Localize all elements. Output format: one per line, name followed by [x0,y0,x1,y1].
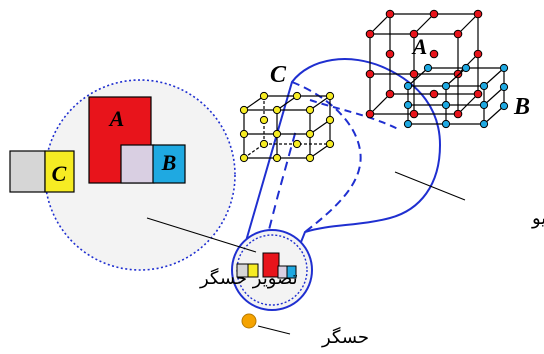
perspective-plane-back-edge [291,81,362,233]
sensor-dot [241,313,257,329]
magnify-connector-line [146,217,257,253]
small-block-c [247,263,259,278]
image-block-lavender [120,144,155,184]
perspective-plane-label: صفحه پرسپکتیو [531,208,544,229]
sensor-image-small [231,229,313,311]
object-b-lattice [407,67,505,125]
sensor-image-label: تصویر حسگر [199,267,298,289]
sensor-label: حسگر [321,326,369,348]
small-block-a [262,252,280,278]
object-c-lattice [243,95,331,159]
object-c-atoms [239,91,335,163]
image-label-a: A [108,106,125,131]
sensor-image-magnified: A B C [9,79,236,271]
image-block-c [44,150,75,193]
perspective-plane [243,58,442,291]
image-block-b [152,144,186,184]
object-b-atoms [403,63,509,129]
perspective-plane-outline [243,58,442,291]
object-label-a: A [411,34,428,59]
object-label-c: C [270,62,287,88]
image-label-c: C [52,161,67,186]
perspective-dashed-top [309,99,401,131]
perspective-dashed-ray [257,129,297,273]
image-label-b: B [161,150,177,175]
plane-pointer-line [394,171,466,201]
object-a-lattice [369,13,479,115]
small-block-b [286,265,297,279]
object-label-b: B [513,94,530,120]
object-a-atoms [365,9,483,119]
sensor-pointer-line [257,325,291,335]
image-block-gray [9,150,46,193]
